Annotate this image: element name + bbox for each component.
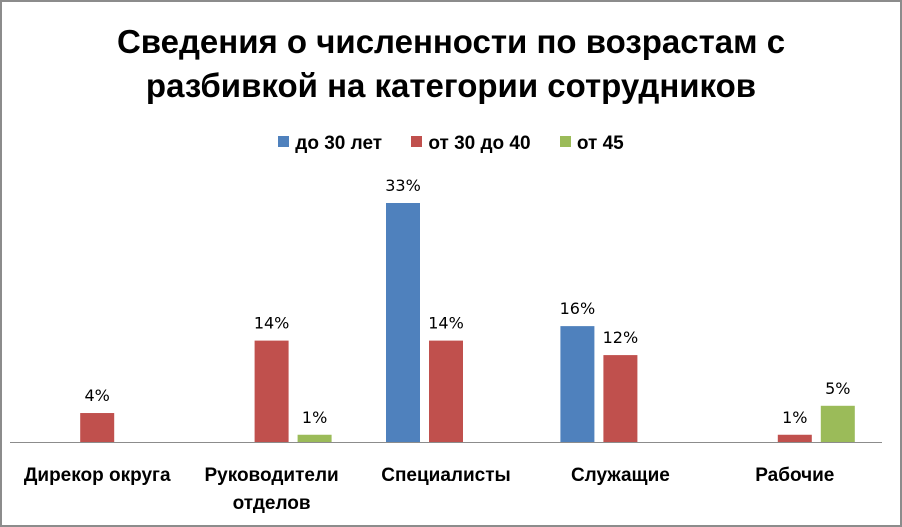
chart-legend: до 30 лет от 30 до 40 от 45 <box>2 133 900 155</box>
data-label-2-series-0: 33% <box>385 176 421 195</box>
data-label-4-series-2: 5% <box>825 379 850 398</box>
legend-swatch-series-1 <box>411 136 423 148</box>
data-label-3-series-1: 12% <box>603 328 639 347</box>
category-label-3: Служащие <box>571 465 670 486</box>
bar-1-series-2 <box>297 434 332 442</box>
data-label-3-series-0: 16% <box>560 299 596 318</box>
bar-4-series-1 <box>777 434 812 442</box>
data-label-0-series-1: 4% <box>85 386 110 405</box>
bar-2-series-0 <box>386 203 420 442</box>
legend-item-series-2: от 45 <box>559 133 624 155</box>
data-label-1-series-1: 14% <box>254 314 290 333</box>
category-label-4: Рабочие <box>755 465 834 486</box>
legend-label-series-2: от 45 <box>576 133 624 154</box>
bar-2-series-1 <box>429 340 463 442</box>
legend-label-series-1: от 30 до 40 <box>428 133 531 154</box>
bar-3-series-0 <box>560 326 595 442</box>
category-label-2: Специалисты <box>381 465 511 486</box>
legend-item-series-0: до 30 лет <box>278 133 382 155</box>
bar-3-series-1 <box>603 355 638 442</box>
data-label-4-series-1: 1% <box>782 408 807 427</box>
data-label-1-series-2: 1% <box>302 408 327 427</box>
legend-item-series-1: от 30 до 40 <box>411 133 531 155</box>
category-label-0: Дирекор округа <box>24 465 171 486</box>
legend-label-series-0: до 30 лет <box>295 133 383 154</box>
chart-title: Сведения о численности по возрастам с ра… <box>116 23 786 104</box>
bar-0-series-1 <box>80 413 115 442</box>
legend-swatch-series-2 <box>559 136 571 148</box>
bar-4-series-2 <box>820 405 855 442</box>
category-label-1: Руководители отделов <box>204 465 338 514</box>
legend-swatch-series-0 <box>278 136 290 148</box>
data-label-2-series-1: 14% <box>428 314 464 333</box>
bar-1-series-1 <box>254 340 289 442</box>
